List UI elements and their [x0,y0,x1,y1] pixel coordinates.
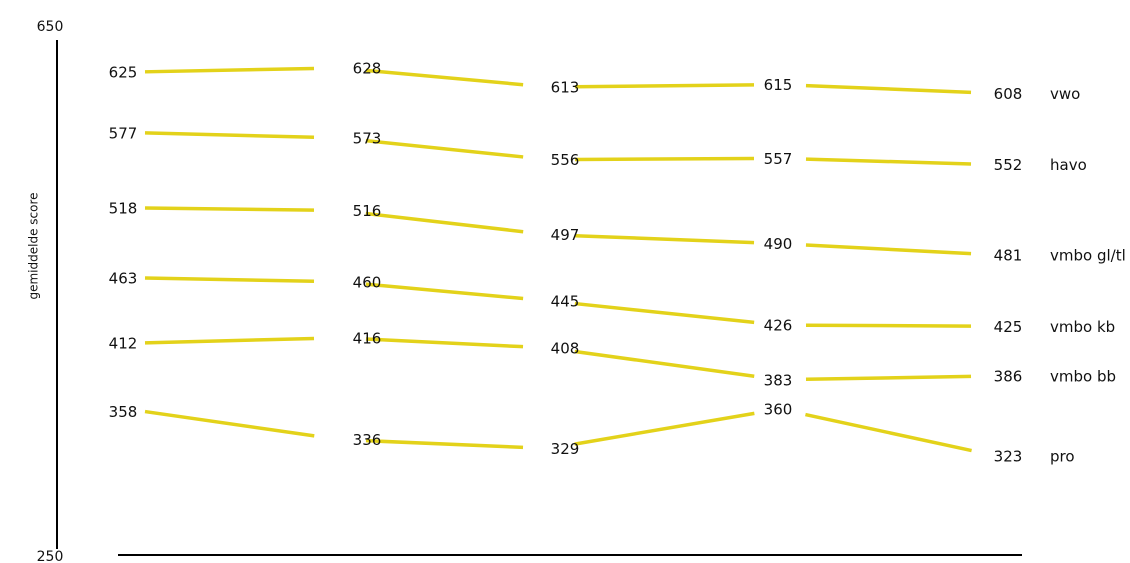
data-label: 573 [353,129,382,147]
series-line-segment [144,206,315,212]
data-label: 383 [764,371,793,389]
series-name-label: havo [1050,156,1087,174]
series-line-segment [574,411,755,446]
data-label: 416 [353,329,382,347]
series-line-segment [574,233,755,245]
data-label: 577 [109,124,138,142]
data-label: 613 [551,79,580,97]
series-name-label: pro [1050,448,1075,466]
series-line-segment [574,349,755,378]
series-group: 358 336 329 360 323 pro [109,401,1075,466]
data-label: 552 [994,156,1023,174]
series-line-segment [805,412,972,453]
data-label: 497 [551,226,580,244]
y-axis-label: gemiddelde score [27,192,41,299]
data-label: 360 [764,401,793,419]
data-label: 445 [551,292,580,310]
data-label: 556 [551,151,580,169]
y-tick-max: 650 [37,19,64,35]
series-line-segment [365,68,524,87]
data-label: 358 [109,403,138,421]
data-label: 463 [109,269,138,287]
series-group: 463 460 445 426 425 vmbo kb [109,269,1115,335]
series-name-label: vmbo kb [1050,318,1115,336]
series-line-segment [574,156,755,162]
series-line-segment [144,131,315,140]
series-layer: 625 628 613 615 608 vwo 577 573 556 557 552 havo 518… [109,59,1126,465]
series-line-segment [805,323,972,328]
data-label: 426 [764,317,793,335]
data-label: 516 [353,202,382,220]
series-line-segment [365,211,524,234]
series-line-segment [574,83,755,89]
series-line-segment [365,337,524,349]
series-line-segment [805,243,972,256]
data-label: 386 [994,367,1023,385]
series-line-segment [144,66,315,74]
series-name-label: vmbo bb [1050,367,1116,385]
series-line-segment [365,138,524,159]
series-line-segment [365,438,524,450]
series-line-segment [144,276,315,284]
data-label: 336 [353,431,382,449]
series-group: 412 416 408 383 386 vmbo bb [109,329,1116,389]
data-label: 425 [994,318,1023,336]
series-group: 625 628 613 615 608 vwo [109,59,1081,102]
series-name-label: vmbo gl/tl [1050,247,1126,265]
data-label: 615 [764,76,793,94]
series-line-segment [805,157,972,166]
series-name-label: vwo [1050,85,1080,103]
data-label: 518 [109,199,138,217]
series-line-segment [805,83,972,95]
series-line-segment [365,282,524,301]
data-label: 323 [994,448,1023,466]
data-label: 490 [764,235,793,253]
series-line-segment [574,301,755,325]
series-group: 518 516 497 490 481 vmbo gl/tl [109,199,1126,264]
data-label: 412 [109,334,138,352]
data-label: 481 [994,247,1023,265]
series-line-segment [144,336,315,345]
series-group: 577 573 556 557 552 havo [109,124,1087,174]
series-line-segment [144,409,315,438]
data-label: 557 [764,150,793,168]
data-label: 329 [551,440,580,458]
data-label: 408 [551,339,580,357]
data-label: 608 [994,85,1023,103]
series-line-segment [805,374,972,382]
data-label: 628 [353,59,382,77]
y-tick-min: 250 [37,549,64,563]
data-label: 460 [353,273,382,291]
data-label: 625 [109,63,138,81]
